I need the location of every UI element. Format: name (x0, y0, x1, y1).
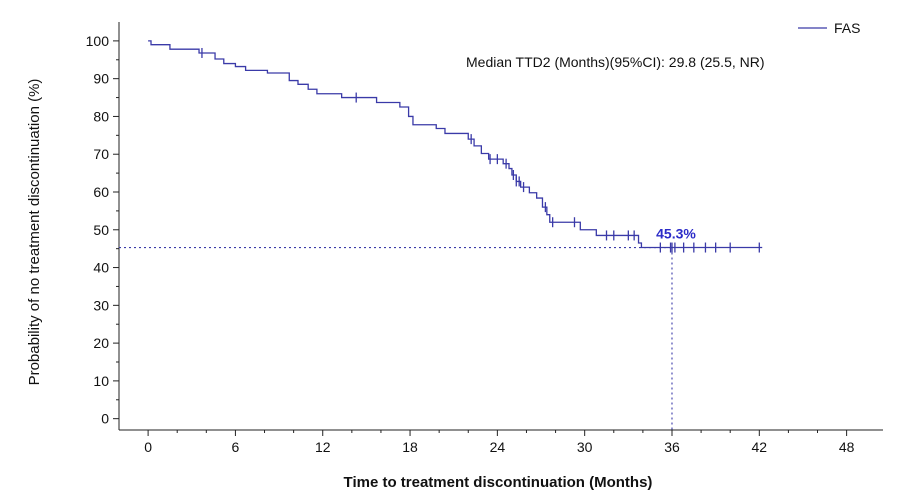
y-tick-label: 90 (93, 71, 109, 87)
y-tick-label: 60 (93, 184, 109, 200)
y-tick-label: 30 (93, 297, 109, 313)
x-tick-label: 24 (490, 439, 506, 455)
reference-label: 45.3% (656, 226, 696, 242)
y-tick-label: 40 (93, 260, 109, 276)
x-tick-label: 18 (402, 439, 418, 455)
y-tick-label: 70 (93, 146, 109, 162)
y-tick-label: 10 (93, 373, 109, 389)
median-annotation: Median TTD2 (Months)(95%CI): 29.8 (25.5,… (466, 54, 765, 70)
censor-marks (201, 47, 760, 253)
legend-label: FAS (834, 20, 860, 36)
x-tick-label: 6 (232, 439, 240, 455)
reference-lines (119, 246, 673, 430)
x-tick-label: 42 (752, 439, 768, 455)
x-tick-label: 36 (664, 439, 680, 455)
x-tick-label: 0 (144, 439, 152, 455)
x-axis-title: Time to treatment discontinuation (Month… (344, 474, 653, 491)
y-tick-label: 50 (93, 222, 109, 238)
y-tick-label: 0 (101, 411, 109, 427)
axes: 0 6 12 18 24 30 36 42 48 0 10 20 30 40 50 60 70 80 90 100 (86, 22, 883, 455)
y-tick-label: 20 (93, 335, 109, 351)
x-tick-label: 30 (577, 439, 593, 455)
x-tick-label: 12 (315, 439, 331, 455)
legend: FAS (798, 20, 860, 36)
x-tick-label: 48 (839, 439, 855, 455)
survival-curve (148, 40, 763, 249)
series-fas-line (148, 40, 763, 249)
y-tick-label: 80 (93, 108, 109, 124)
y-tick-label: 100 (86, 33, 110, 49)
y-axis-title: Probability of no treatment discontinuat… (26, 79, 43, 386)
